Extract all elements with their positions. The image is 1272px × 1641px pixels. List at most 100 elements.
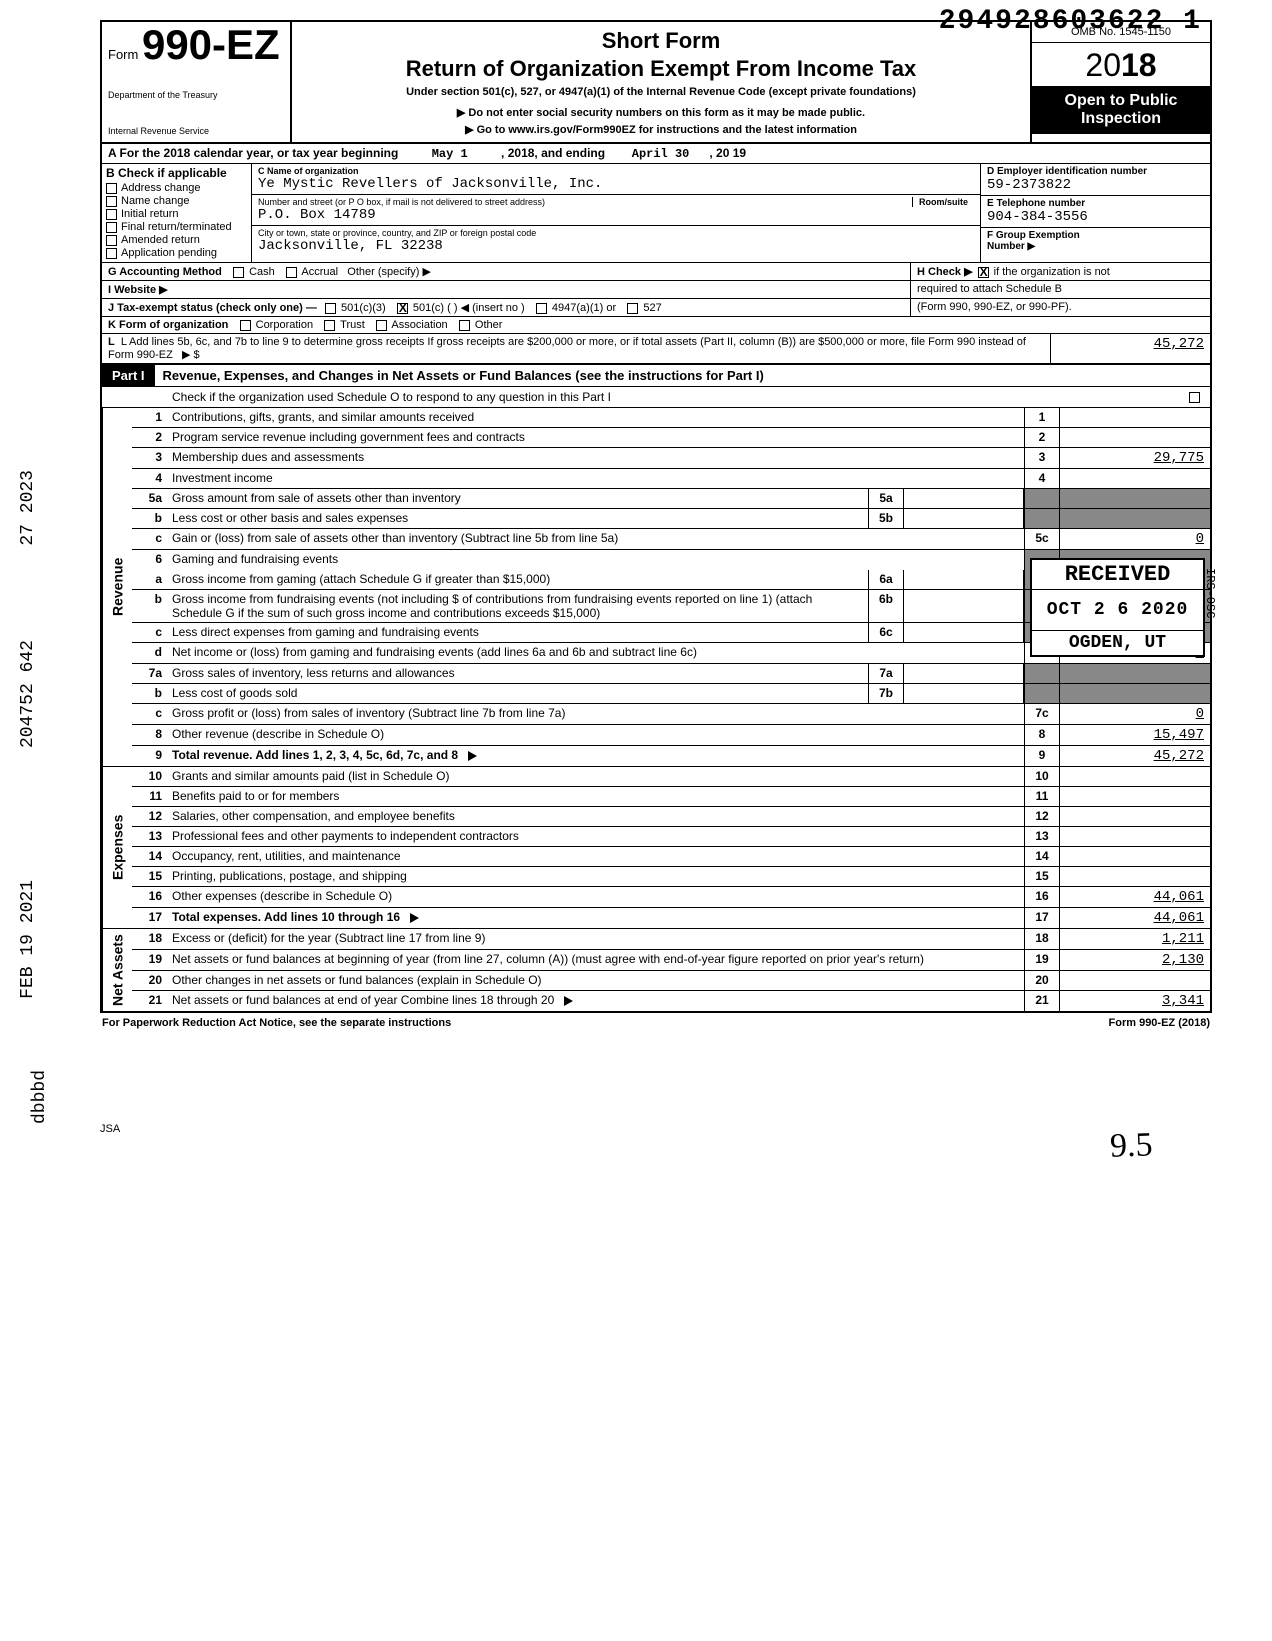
chk-h[interactable] <box>978 267 989 278</box>
line-3: 3 Membership dues and assessments 3 29,7… <box>132 448 1210 469</box>
chk-other[interactable] <box>459 320 470 331</box>
row-a: A For the 2018 calendar year, or tax yea… <box>102 144 1210 164</box>
chk-accrual[interactable] <box>286 267 297 278</box>
chk-assoc[interactable] <box>376 320 387 331</box>
section-b: B Check if applicable Address change Nam… <box>102 164 252 262</box>
received-stamp: RECEIVED OCT 2 6 2020 OGDEN, UT IRS-OSC <box>1030 558 1205 657</box>
l-amount: 45,272 <box>1050 334 1210 363</box>
block-b-to-f: B Check if applicable Address change Nam… <box>102 164 1210 263</box>
chk-501c3[interactable] <box>325 303 336 314</box>
row-a-mid: , 2018, and ending <box>501 146 605 160</box>
line-2: 2 Program service revenue including gove… <box>132 428 1210 448</box>
l-text: L Add lines 5b, 6c, and 7b to line 9 to … <box>108 336 1026 361</box>
line-1: 1 Contributions, gifts, grants, and simi… <box>132 408 1210 428</box>
line-4: 4 Investment income 4 <box>132 469 1210 489</box>
line-7b: b Less cost of goods sold 7b <box>132 684 1210 704</box>
form-header: Form 990-EZ Department of the Treasury I… <box>102 22 1210 144</box>
line-19: 19 Net assets or fund balances at beginn… <box>132 950 1210 971</box>
open-public-2: Inspection <box>1036 110 1206 128</box>
received-side: IRS-OSC <box>1203 568 1217 618</box>
i-label: I Website ▶ <box>108 284 168 296</box>
year-prefix: 20 <box>1085 47 1121 83</box>
header-right: OMB No. 1545-1150 2018 Open to Public In… <box>1030 22 1210 142</box>
arrow-icon <box>410 913 419 923</box>
line-12: 12 Salaries, other compensation, and emp… <box>132 807 1210 827</box>
footer-right: Form 990-EZ (2018) <box>1109 1017 1210 1029</box>
subtitle-3: ▶ Go to www.irs.gov/Form990EZ for instru… <box>300 123 1022 136</box>
header-mid: Short Form Return of Organization Exempt… <box>292 22 1030 142</box>
part-i-table: RECEIVED OCT 2 6 2020 OGDEN, UT IRS-OSC … <box>102 408 1210 1011</box>
city-label: City or town, state or province, country… <box>258 228 974 238</box>
arrow-icon <box>564 996 573 1006</box>
line-17: 17 Total expenses. Add lines 10 through … <box>132 908 1210 928</box>
open-public: Open to Public Inspection <box>1032 86 1210 134</box>
chk-4947[interactable] <box>536 303 547 314</box>
chk-initial-return[interactable]: Initial return <box>106 208 247 220</box>
chk-trust[interactable] <box>324 320 335 331</box>
chk-amended-return[interactable]: Amended return <box>106 234 247 246</box>
chk-schedule-o[interactable] <box>1189 392 1200 403</box>
margin-number: 204752 642 <box>18 640 38 748</box>
org-city: Jacksonville, FL 32238 <box>258 238 974 254</box>
h-text2: if the organization is not <box>994 266 1110 278</box>
jsa-label: JSA <box>100 1123 1212 1135</box>
header-left: Form 990-EZ Department of the Treasury I… <box>102 22 292 142</box>
org-name: Ye Mystic Revellers of Jacksonville, Inc… <box>258 176 974 192</box>
chk-corp[interactable] <box>240 320 251 331</box>
j-label: J Tax-exempt status (check only one) — <box>108 302 317 314</box>
section-d-e-f: D Employer identification number 59-2373… <box>980 164 1210 262</box>
row-a-prefix: A For the 2018 calendar year, or tax yea… <box>108 146 398 160</box>
telephone: 904-384-3556 <box>987 209 1204 225</box>
chk-address-change[interactable]: Address change <box>106 182 247 194</box>
line-7a: 7a Gross sales of inventory, less return… <box>132 664 1210 684</box>
document-stamp-number: 294928603622 1 <box>939 6 1202 37</box>
row-a-end: April 30 <box>632 147 690 161</box>
chk-application-pending[interactable]: Application pending <box>106 247 247 259</box>
addr-label: Number and street (or P O box, if mail i… <box>258 197 974 207</box>
netassets-group: Net Assets 18 Excess or (deficit) for th… <box>102 929 1210 1011</box>
schedule-o-check: Check if the organization used Schedule … <box>102 387 1210 408</box>
chk-final-return[interactable]: Final return/terminated <box>106 221 247 233</box>
expenses-side-label: Expenses <box>102 767 132 928</box>
line-16: 16 Other expenses (describe in Schedule … <box>132 887 1210 908</box>
arrow-icon <box>468 751 477 761</box>
chk-527[interactable] <box>627 303 638 314</box>
handwritten-br: 9.5 <box>1109 1126 1153 1165</box>
line-15: 15 Printing, publications, postage, and … <box>132 867 1210 887</box>
row-i: I Website ▶ required to attach Schedule … <box>102 281 1210 299</box>
expenses-group: Expenses 10 Grants and similar amounts p… <box>102 767 1210 929</box>
row-a-tail: , 20 19 <box>709 146 746 160</box>
open-public-1: Open to Public <box>1036 92 1206 110</box>
chk-name-change[interactable]: Name change <box>106 195 247 207</box>
f-label2: Number ▶ <box>987 241 1204 252</box>
line-8: 8 Other revenue (describe in Schedule O)… <box>132 725 1210 746</box>
margin-dbbbd: dbbbd <box>30 1070 50 1124</box>
line-21: 21 Net assets or fund balances at end of… <box>132 991 1210 1011</box>
subtitle: Under section 501(c), 527, or 4947(a)(1)… <box>300 86 1022 98</box>
b-heading: B Check if applicable <box>106 166 247 180</box>
footer: For Paperwork Reduction Act Notice, see … <box>100 1013 1212 1033</box>
e-label: E Telephone number <box>987 198 1204 209</box>
year-bold: 18 <box>1121 47 1157 83</box>
row-a-begin: May 1 <box>432 147 468 161</box>
received-date: OCT 2 6 2020 <box>1032 590 1203 630</box>
chk-501c[interactable] <box>397 303 408 314</box>
line-18: 18 Excess or (deficit) for the year (Sub… <box>132 929 1210 950</box>
org-address: P.O. Box 14789 <box>258 207 974 223</box>
part-i-title: Revenue, Expenses, and Changes in Net As… <box>155 365 1210 386</box>
received-label: RECEIVED <box>1032 560 1203 590</box>
footer-left: For Paperwork Reduction Act Notice, see … <box>102 1017 451 1029</box>
main-title: Return of Organization Exempt From Incom… <box>300 56 1022 82</box>
received-loc: OGDEN, UT <box>1032 630 1203 655</box>
h-cont2: (Form 990, 990-EZ, or 990-PF). <box>910 299 1210 316</box>
c-label: C Name of organization <box>258 166 974 176</box>
h-cont1: required to attach Schedule B <box>910 281 1210 298</box>
line-10: 10 Grants and similar amounts paid (list… <box>132 767 1210 787</box>
chk-cash[interactable] <box>233 267 244 278</box>
d-label: D Employer identification number <box>987 166 1204 177</box>
ein: 59-2373822 <box>987 177 1204 193</box>
subtitle-2: ▶ Do not enter social security numbers o… <box>300 106 1022 119</box>
margin-date-1: 27 2023 <box>18 470 38 546</box>
dept-treasury: Department of the Treasury <box>108 90 284 100</box>
l-symbol: ▶ $ <box>182 349 200 361</box>
